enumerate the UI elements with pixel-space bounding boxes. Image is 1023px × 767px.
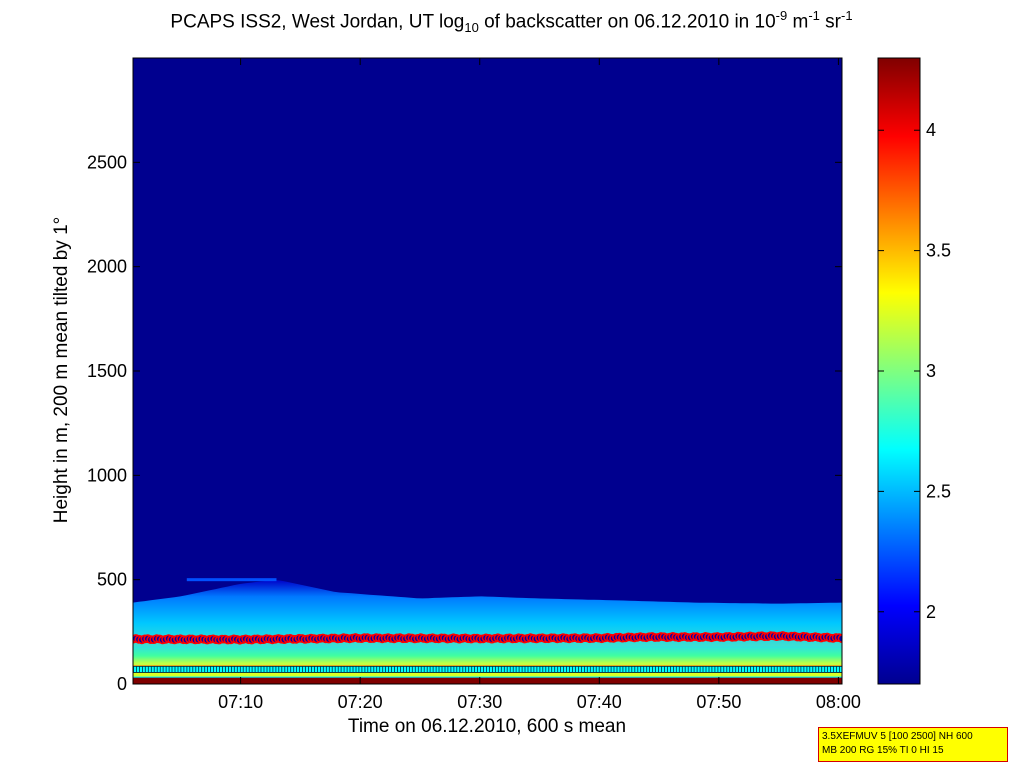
y-tick-label: 1500 — [87, 361, 127, 381]
colorbar — [877, 57, 921, 685]
x-tick-label: 07:10 — [218, 692, 263, 712]
y-tick-label: 0 — [117, 674, 127, 694]
colorbar-tick-label: 3.5 — [926, 241, 951, 261]
x-axis-label: Time on 06.12.2010, 600 s mean — [347, 716, 627, 737]
y-axis-label: Height in m, 200 m mean tilted by 1° — [51, 216, 72, 524]
colorbar-axis: 2 2.5 3 3.5 4 — [878, 120, 951, 622]
x-axis: 07:10 07:20 07:30 07:40 07:50 08:00 — [218, 58, 861, 712]
y-tick-label: 500 — [97, 570, 127, 590]
surface-layer — [133, 677, 842, 684]
yellow-streak — [133, 671, 842, 677]
x-tick-label: 07:30 — [457, 692, 502, 712]
x-tick-label: 08:00 — [816, 692, 861, 712]
y-tick-label: 2000 — [87, 257, 127, 277]
x-tick-label: 07:50 — [696, 692, 741, 712]
plot-area — [133, 58, 842, 684]
colorbar-tick-label: 2.5 — [926, 481, 951, 501]
colorbar-tick-label: 4 — [926, 120, 936, 140]
colorbar-tick-label: 2 — [926, 602, 936, 622]
chart-title: PCAPS ISS2, West Jordan, UT log10 of bac… — [170, 8, 853, 36]
upper-streak — [186, 578, 277, 582]
x-tick-label: 07:40 — [577, 692, 622, 712]
info-line-2: MB 200 RG 15% TI 0 HI 15 — [822, 745, 944, 756]
colorbar-tick-label: 3 — [926, 361, 936, 381]
red-marker — [837, 634, 842, 643]
y-tick-label: 1000 — [87, 465, 127, 485]
info-box: 3.5XEFMUV 5 [100 2500] NH 600 MB 200 RG … — [818, 727, 1008, 762]
cyan-marker — [839, 666, 842, 673]
info-line-1: 3.5XEFMUV 5 [100 2500] NH 600 — [822, 731, 973, 742]
y-tick-label: 2500 — [87, 152, 127, 172]
aerosol-layer — [133, 579, 842, 647]
x-tick-label: 07:20 — [338, 692, 383, 712]
y-axis: 0 500 1000 1500 2000 2500 — [87, 152, 842, 694]
